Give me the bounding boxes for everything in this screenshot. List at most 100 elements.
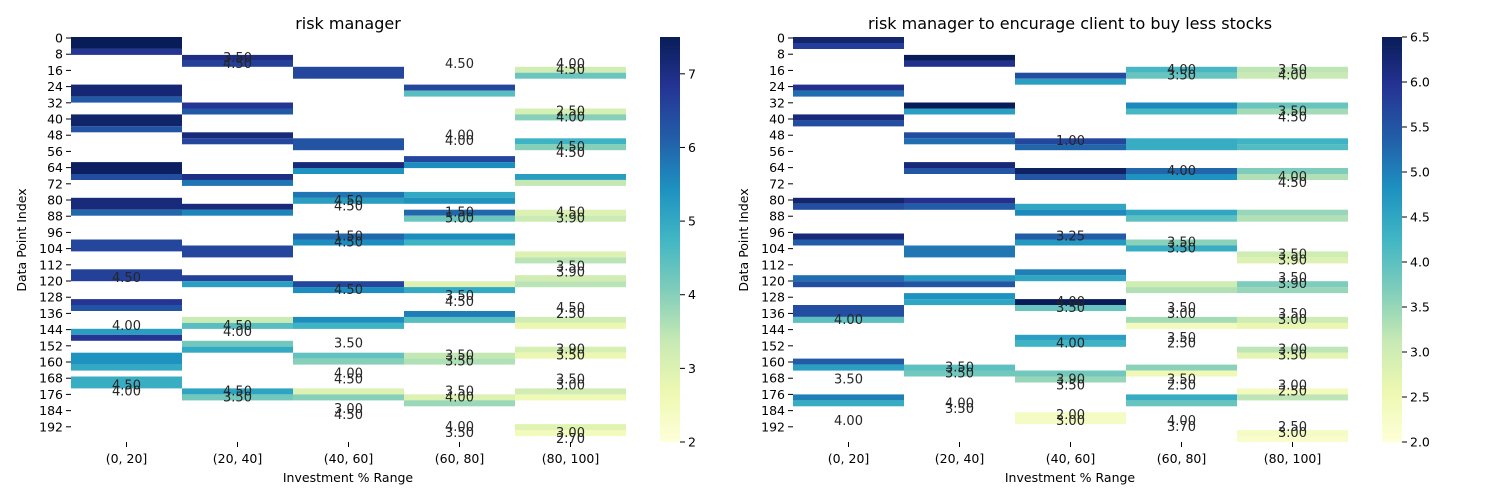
y-tick-label: 128	[39, 290, 63, 305]
y-tick-label: 96	[769, 225, 785, 240]
x-tick-label: (60, 80]	[435, 451, 485, 466]
cell-annotation: 3.50	[1167, 301, 1196, 316]
heatmap-cell	[1015, 275, 1126, 282]
cell-annotation: 4.50	[1278, 110, 1307, 125]
heatmap-cell	[1237, 322, 1348, 329]
heatmap-cell	[904, 54, 1015, 61]
heatmap-cell	[404, 209, 515, 216]
heatmap-cells	[793, 37, 1348, 442]
heatmap-cell	[293, 197, 404, 204]
cell-annotation: 3.50	[1167, 241, 1196, 256]
cell-annotation: 3.50	[945, 361, 974, 376]
y-tick-label: 112	[761, 257, 785, 272]
x-axis-ticks: (0, 20] (20, 40] (40, 60] (60, 80] (80, 100]	[106, 442, 599, 466]
cell-annotation: 3.50	[1278, 104, 1307, 119]
cell-annotation: 3.90	[556, 265, 585, 280]
y-tick-label: 160	[39, 355, 63, 370]
heatmap-cell	[293, 322, 404, 329]
y-tick-label: 40	[769, 112, 785, 127]
y-tick-label: 32	[47, 95, 63, 110]
y-tick-label: 72	[47, 176, 63, 191]
cell-annotation: 4.00	[834, 313, 863, 328]
y-tick-label: 24	[769, 79, 785, 94]
cell-annotation: 4.00	[1056, 337, 1085, 352]
heatmap-cell	[182, 102, 293, 109]
cell-annotation: 4.50	[334, 200, 363, 215]
heatmap-cell	[182, 203, 293, 210]
cell-annotation: 3.50	[445, 349, 474, 364]
y-tick-label: 104	[39, 241, 63, 256]
heatmap-cell	[1126, 102, 1237, 109]
cell-annotation: 3.50	[445, 384, 474, 399]
colorbar-tick-label: 2	[688, 435, 696, 450]
y-tick-label: 24	[47, 79, 63, 94]
cell-annotation: 3.00	[556, 378, 585, 393]
cell-annotation: 3.50	[945, 367, 974, 382]
cell-annotation: 3.00	[1278, 378, 1307, 393]
cell-annotation: 4.00	[445, 420, 474, 435]
x-axis-label: Investment % Range	[1005, 470, 1136, 485]
heatmap-cell	[904, 203, 1015, 210]
heatmap-cell	[182, 340, 293, 347]
heatmap-cell	[904, 132, 1015, 139]
y-tick-label: 184	[761, 403, 785, 418]
heatmap-cell	[1015, 305, 1126, 311]
heatmap-cell	[1015, 376, 1126, 383]
cell-annotation: 4.00	[1167, 164, 1196, 179]
chart-title: risk manager to encurage client to buy l…	[868, 14, 1272, 33]
y-tick-label: 104	[761, 241, 785, 256]
y-tick-label: 0	[777, 31, 785, 46]
colorbar-tick-label: 6.5	[1410, 30, 1430, 45]
heatmap-cell	[1237, 281, 1348, 288]
heatmap-cell	[1126, 66, 1237, 73]
y-tick-label: 184	[39, 403, 63, 418]
heatmap-cell	[1126, 370, 1237, 377]
y-tick-label: 136	[761, 306, 785, 321]
y-tick-label: 192	[761, 419, 785, 434]
heatmap-cell	[404, 215, 515, 222]
heatmap-cell	[404, 394, 515, 401]
cell-annotation: 4.50	[223, 319, 252, 334]
heatmap-cell	[793, 394, 904, 401]
heatmap-cell	[71, 239, 182, 252]
heatmap-cell	[1015, 144, 1126, 151]
heatmap-cell	[71, 114, 182, 127]
heatmap-cell	[71, 209, 182, 216]
heatmap-cell	[515, 346, 626, 353]
cell-annotation: 3.50	[834, 373, 863, 388]
heatmap-cell	[1237, 352, 1348, 359]
heatmap-cells	[71, 37, 626, 437]
heatmap-cell	[1237, 102, 1348, 109]
heatmap-cell	[182, 394, 293, 401]
y-tick-label: 48	[769, 128, 785, 143]
heatmap-cell	[1015, 203, 1126, 210]
cell-annotation: 3.50	[1278, 247, 1307, 262]
cell-annotation: 4.50	[445, 57, 474, 72]
cell-annotation: 4.00	[223, 325, 252, 340]
colorbar-tick-label: 5	[688, 214, 696, 229]
cell-annotation: 4.00	[556, 110, 585, 125]
cell-annotation: 4.00	[1167, 63, 1196, 78]
cell-annotation: 3.50	[556, 349, 585, 364]
heatmap-cell	[904, 138, 1015, 145]
heatmap-cell	[293, 281, 404, 288]
heatmap-cell	[1015, 168, 1126, 174]
y-tick-label: 16	[769, 63, 785, 78]
y-tick-label: 144	[761, 322, 785, 337]
cell-annotation: 3.50	[445, 355, 474, 370]
cell-annotation: 4.00	[112, 319, 141, 334]
heatmap-cell	[904, 370, 1015, 377]
colorbar-tick-label: 6.0	[1410, 75, 1430, 90]
cell-annotation: 4.00	[1278, 170, 1307, 185]
cell-annotation: 4.00	[556, 57, 585, 72]
cell-annotation: 3.70	[1167, 420, 1196, 435]
heatmap-cell	[1126, 209, 1237, 216]
y-tick-label: 160	[761, 355, 785, 370]
y-tick-label: 120	[39, 274, 63, 289]
heatmap-cell	[293, 352, 404, 359]
heatmap-cell	[404, 239, 515, 246]
cell-annotation: 4.00	[334, 367, 363, 382]
heatmap-cell	[404, 156, 515, 163]
heatmap-cell	[1237, 174, 1348, 180]
